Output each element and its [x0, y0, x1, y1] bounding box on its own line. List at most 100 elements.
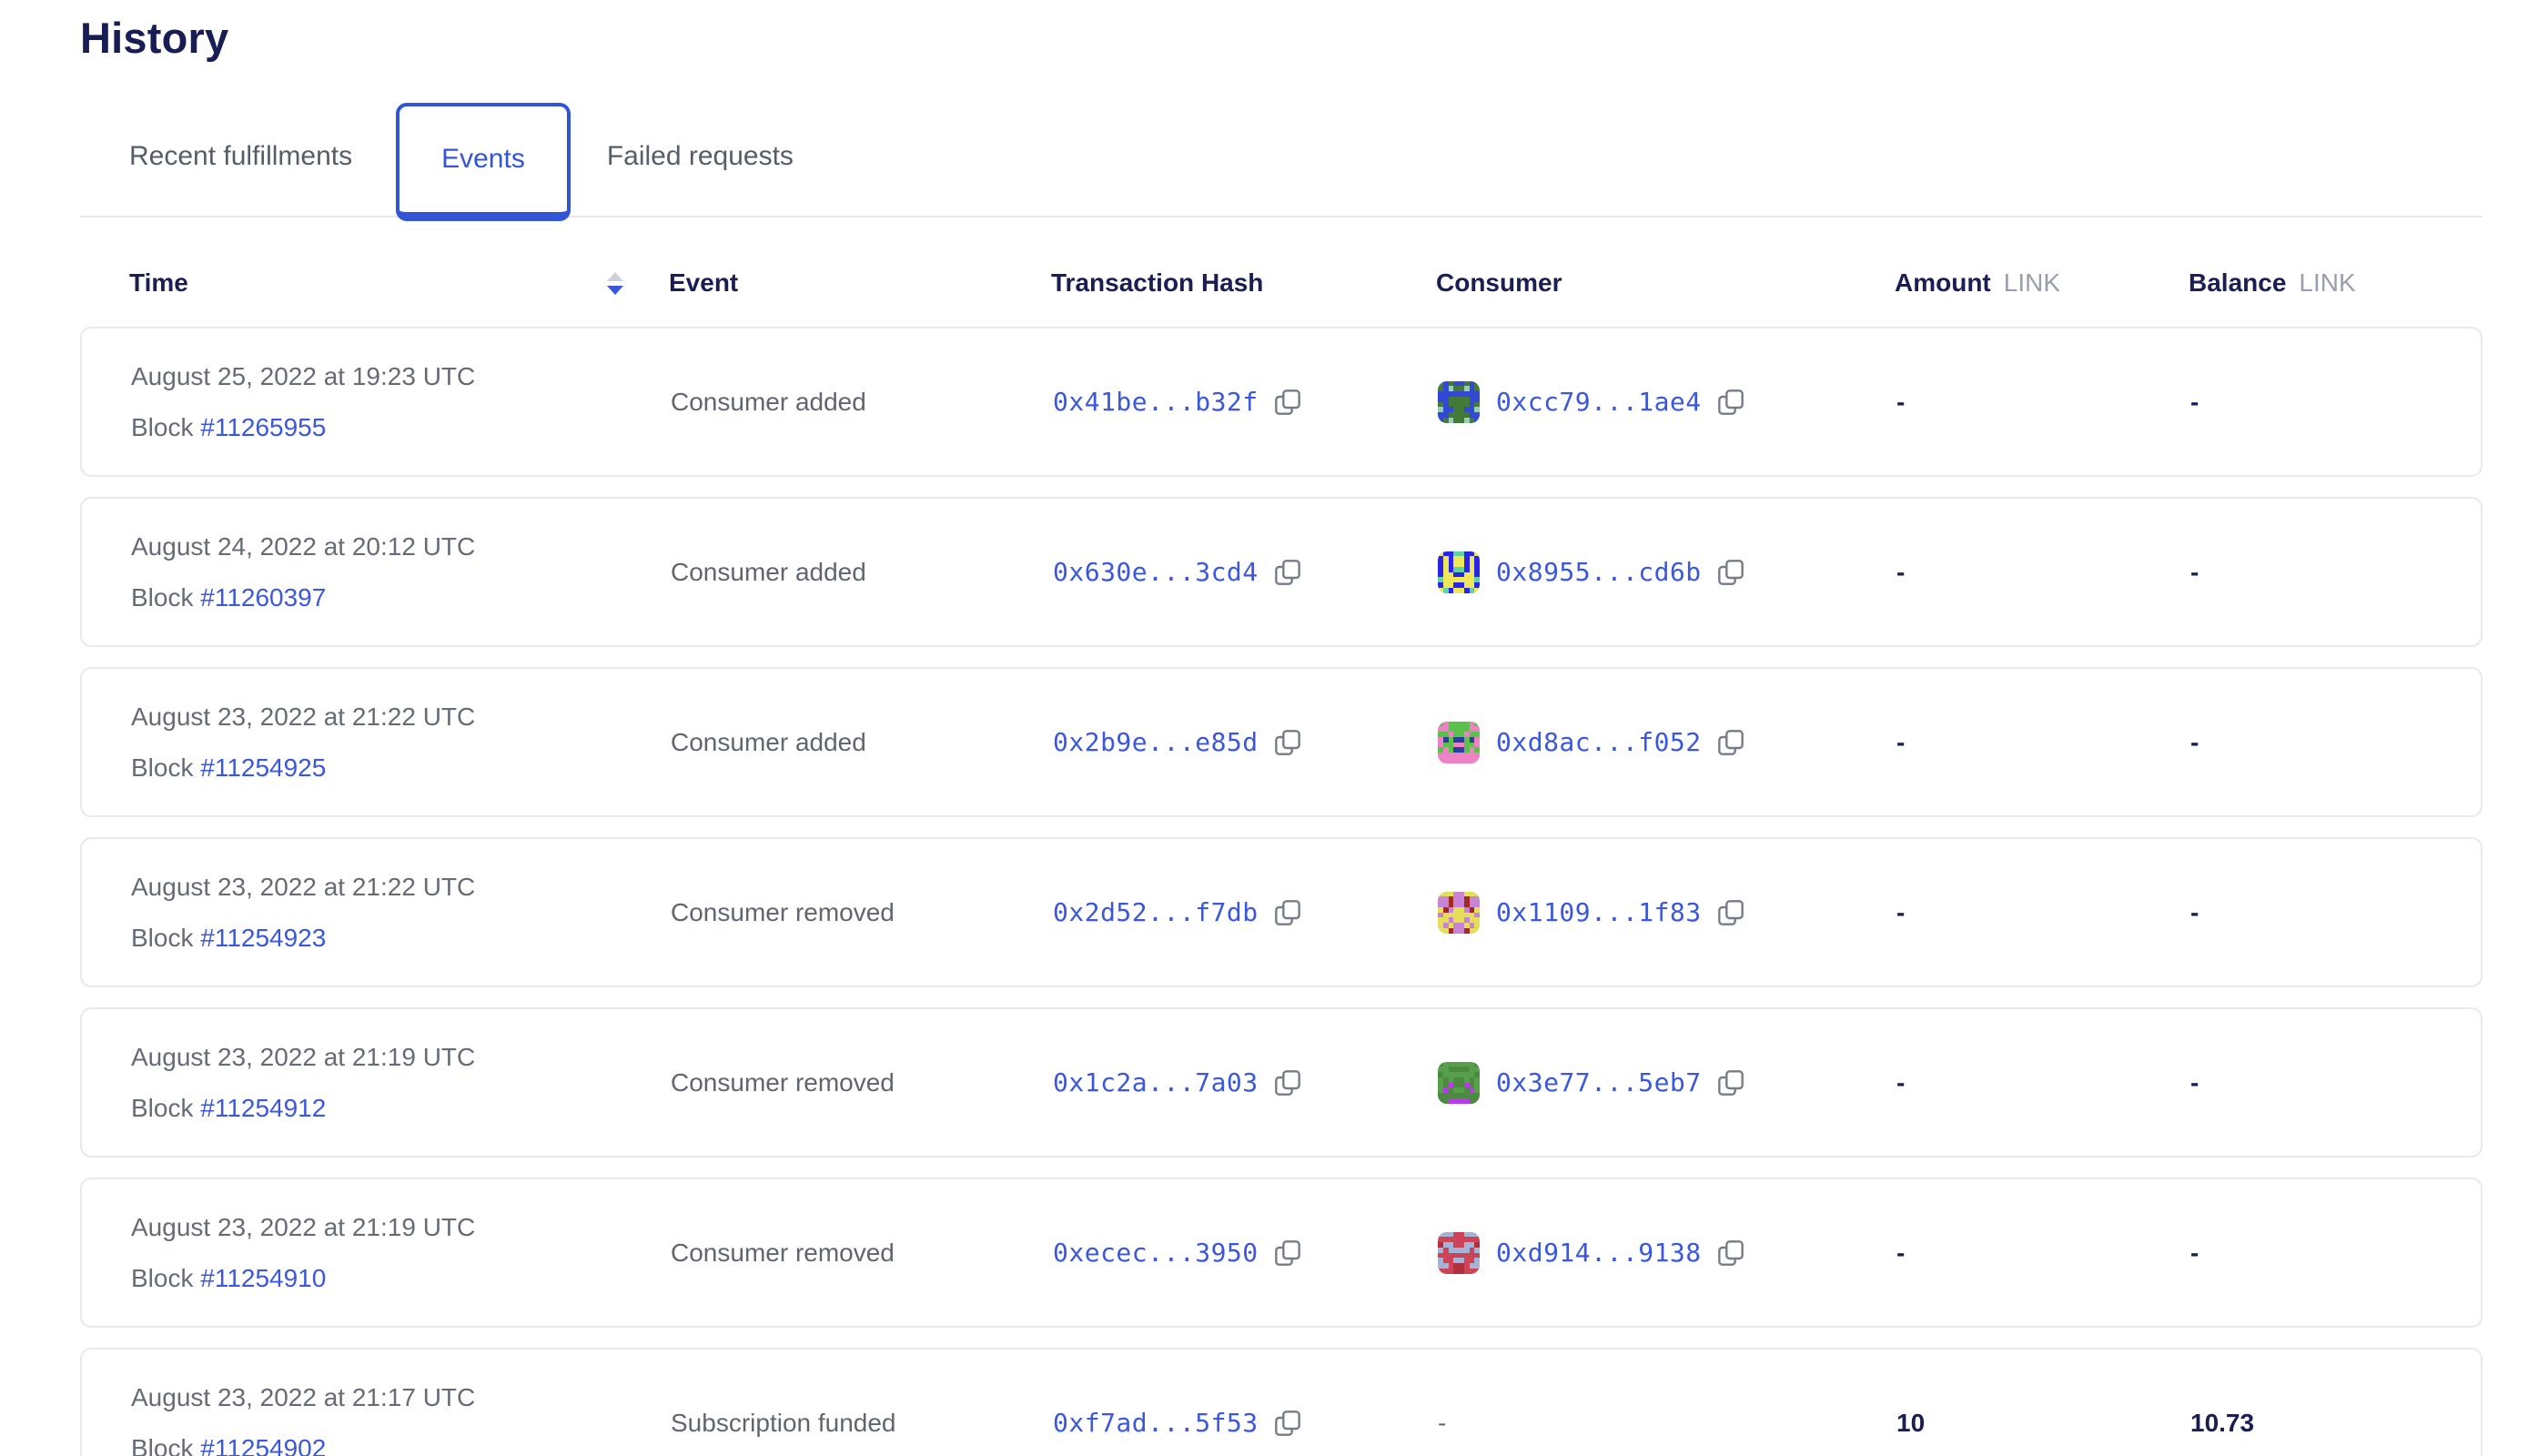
column-header-event: Event [669, 268, 739, 297]
block-number-link[interactable]: #11254910 [200, 1264, 327, 1293]
row-balance: 10.73 [2190, 1408, 2255, 1437]
consumer-address-link[interactable]: 0xd914...9138 [1496, 1238, 1702, 1268]
column-header-time[interactable]: Time [129, 268, 669, 298]
block-label: Block [131, 413, 194, 442]
copy-icon[interactable] [1716, 388, 1745, 417]
row-balance: - [2190, 557, 2199, 586]
time-cell: August 23, 2022 at 21:22 UTC Block #1125… [131, 872, 671, 954]
block-number-link[interactable]: #11260397 [200, 583, 327, 612]
block-number-link[interactable]: #11265955 [200, 413, 327, 442]
copy-icon[interactable] [1273, 1068, 1302, 1097]
page-title: History [80, 14, 229, 62]
copy-icon[interactable] [1273, 558, 1302, 587]
row-event: Consumer added [671, 387, 866, 416]
consumer-cell: - [1438, 1409, 1896, 1438]
tab-failed-requests[interactable]: Failed requests [606, 141, 794, 171]
tx-cell: 0x41be...b32f [1053, 387, 1438, 417]
block-number-link[interactable]: #11254925 [200, 753, 327, 783]
time-cell: August 25, 2022 at 19:23 UTC Block #1126… [131, 361, 671, 443]
time-cell: August 23, 2022 at 21:19 UTC Block #1125… [131, 1042, 671, 1124]
sort-asc-icon [607, 271, 623, 281]
consumer-avatar [1438, 891, 1480, 934]
row-event: Consumer removed [671, 897, 895, 926]
balance-unit-label: LINK [2299, 268, 2356, 297]
row-date: August 24, 2022 at 20:12 UTC [131, 531, 476, 561]
amount-unit-label: LINK [2003, 268, 2061, 297]
table-row: August 23, 2022 at 21:22 UTC Block #1125… [80, 837, 2482, 987]
row-amount: - [1896, 557, 1906, 586]
row-balance: - [2190, 1067, 2199, 1097]
sort-desc-icon [607, 285, 623, 295]
copy-icon[interactable] [1273, 388, 1302, 417]
time-cell: August 24, 2022 at 20:12 UTC Block #1126… [131, 531, 671, 613]
consumer-avatar [1438, 551, 1480, 593]
row-event: Consumer removed [671, 1238, 895, 1267]
block-number-link[interactable]: #11254923 [200, 924, 327, 953]
row-date: August 23, 2022 at 21:17 UTC [131, 1382, 476, 1411]
block-number-link[interactable]: #11254912 [200, 1094, 327, 1123]
tx-hash-link[interactable]: 0x1c2a...7a03 [1053, 1067, 1259, 1097]
tx-hash-link[interactable]: 0xf7ad...5f53 [1053, 1408, 1259, 1438]
row-event: Consumer added [671, 727, 866, 756]
consumer-address-link[interactable]: 0x1109...1f83 [1496, 897, 1702, 927]
tx-cell: 0xecec...3950 [1053, 1238, 1438, 1268]
column-header-consumer: Consumer [1436, 268, 1562, 297]
column-header-transaction-hash: Transaction Hash [1051, 268, 1264, 297]
row-balance: - [2190, 897, 2199, 926]
tab-events[interactable]: Events [396, 103, 571, 221]
block-label: Block [131, 753, 194, 783]
consumer-cell: 0x1109...1f83 [1438, 891, 1896, 934]
block-label: Block [131, 1094, 194, 1123]
consumer-avatar [1438, 721, 1480, 763]
tx-hash-link[interactable]: 0x2b9e...e85d [1053, 727, 1259, 757]
tx-hash-link[interactable]: 0x630e...3cd4 [1053, 557, 1259, 587]
table-row: August 23, 2022 at 21:19 UTC Block #1125… [80, 1007, 2482, 1158]
block-label: Block [131, 583, 194, 612]
copy-icon[interactable] [1716, 1239, 1745, 1268]
tx-cell: 0xf7ad...5f53 [1053, 1408, 1438, 1438]
tab-recent-fulfillments[interactable]: Recent fulfillments [129, 141, 353, 171]
consumer-address-link[interactable]: 0xd8ac...f052 [1496, 727, 1702, 757]
tx-cell: 0x2d52...f7db [1053, 897, 1438, 927]
copy-icon[interactable] [1716, 728, 1745, 757]
tx-hash-link[interactable]: 0x2d52...f7db [1053, 897, 1259, 927]
row-balance: - [2190, 727, 2199, 756]
consumer-address-link[interactable]: 0xcc79...1ae4 [1496, 387, 1702, 417]
table-row: August 23, 2022 at 21:17 UTC Block #1125… [80, 1348, 2482, 1456]
tx-cell: 0x2b9e...e85d [1053, 727, 1438, 757]
row-balance: - [2190, 1238, 2199, 1267]
copy-icon[interactable] [1273, 728, 1302, 757]
row-date: August 23, 2022 at 21:22 UTC [131, 872, 476, 901]
consumer-avatar [1438, 380, 1480, 423]
block-number-link[interactable]: #11254902 [200, 1434, 327, 1456]
copy-icon[interactable] [1716, 558, 1745, 587]
consumer-cell: 0x3e77...5eb7 [1438, 1061, 1896, 1104]
row-amount: 10 [1896, 1408, 1926, 1437]
time-cell: August 23, 2022 at 21:19 UTC Block #1125… [131, 1212, 671, 1294]
sort-icon[interactable] [607, 271, 623, 295]
table-row: August 25, 2022 at 19:23 UTC Block #1126… [80, 327, 2482, 477]
row-date: August 23, 2022 at 21:19 UTC [131, 1042, 476, 1071]
consumer-cell: 0x8955...cd6b [1438, 551, 1896, 593]
block-label: Block [131, 1434, 194, 1456]
time-cell: August 23, 2022 at 21:17 UTC Block #1125… [131, 1382, 671, 1456]
block-label: Block [131, 1264, 194, 1293]
row-amount: - [1896, 1067, 1906, 1097]
copy-icon[interactable] [1273, 1239, 1302, 1268]
row-event: Consumer removed [671, 1067, 895, 1097]
table-row: August 24, 2022 at 20:12 UTC Block #1126… [80, 497, 2482, 647]
consumer-address-link[interactable]: 0x8955...cd6b [1496, 557, 1702, 587]
copy-icon[interactable] [1273, 898, 1302, 927]
block-label: Block [131, 924, 194, 953]
tx-hash-link[interactable]: 0xecec...3950 [1053, 1238, 1259, 1268]
time-cell: August 23, 2022 at 21:22 UTC Block #1125… [131, 702, 671, 784]
row-amount: - [1896, 727, 1906, 756]
tx-hash-link[interactable]: 0x41be...b32f [1053, 387, 1259, 417]
table-header: Time Event Transaction Hash Consumer Amo… [80, 239, 2482, 327]
consumer-address-link[interactable]: 0x3e77...5eb7 [1496, 1067, 1702, 1097]
copy-icon[interactable] [1273, 1409, 1302, 1438]
row-event: Consumer added [671, 557, 866, 586]
copy-icon[interactable] [1716, 898, 1745, 927]
copy-icon[interactable] [1716, 1068, 1745, 1097]
